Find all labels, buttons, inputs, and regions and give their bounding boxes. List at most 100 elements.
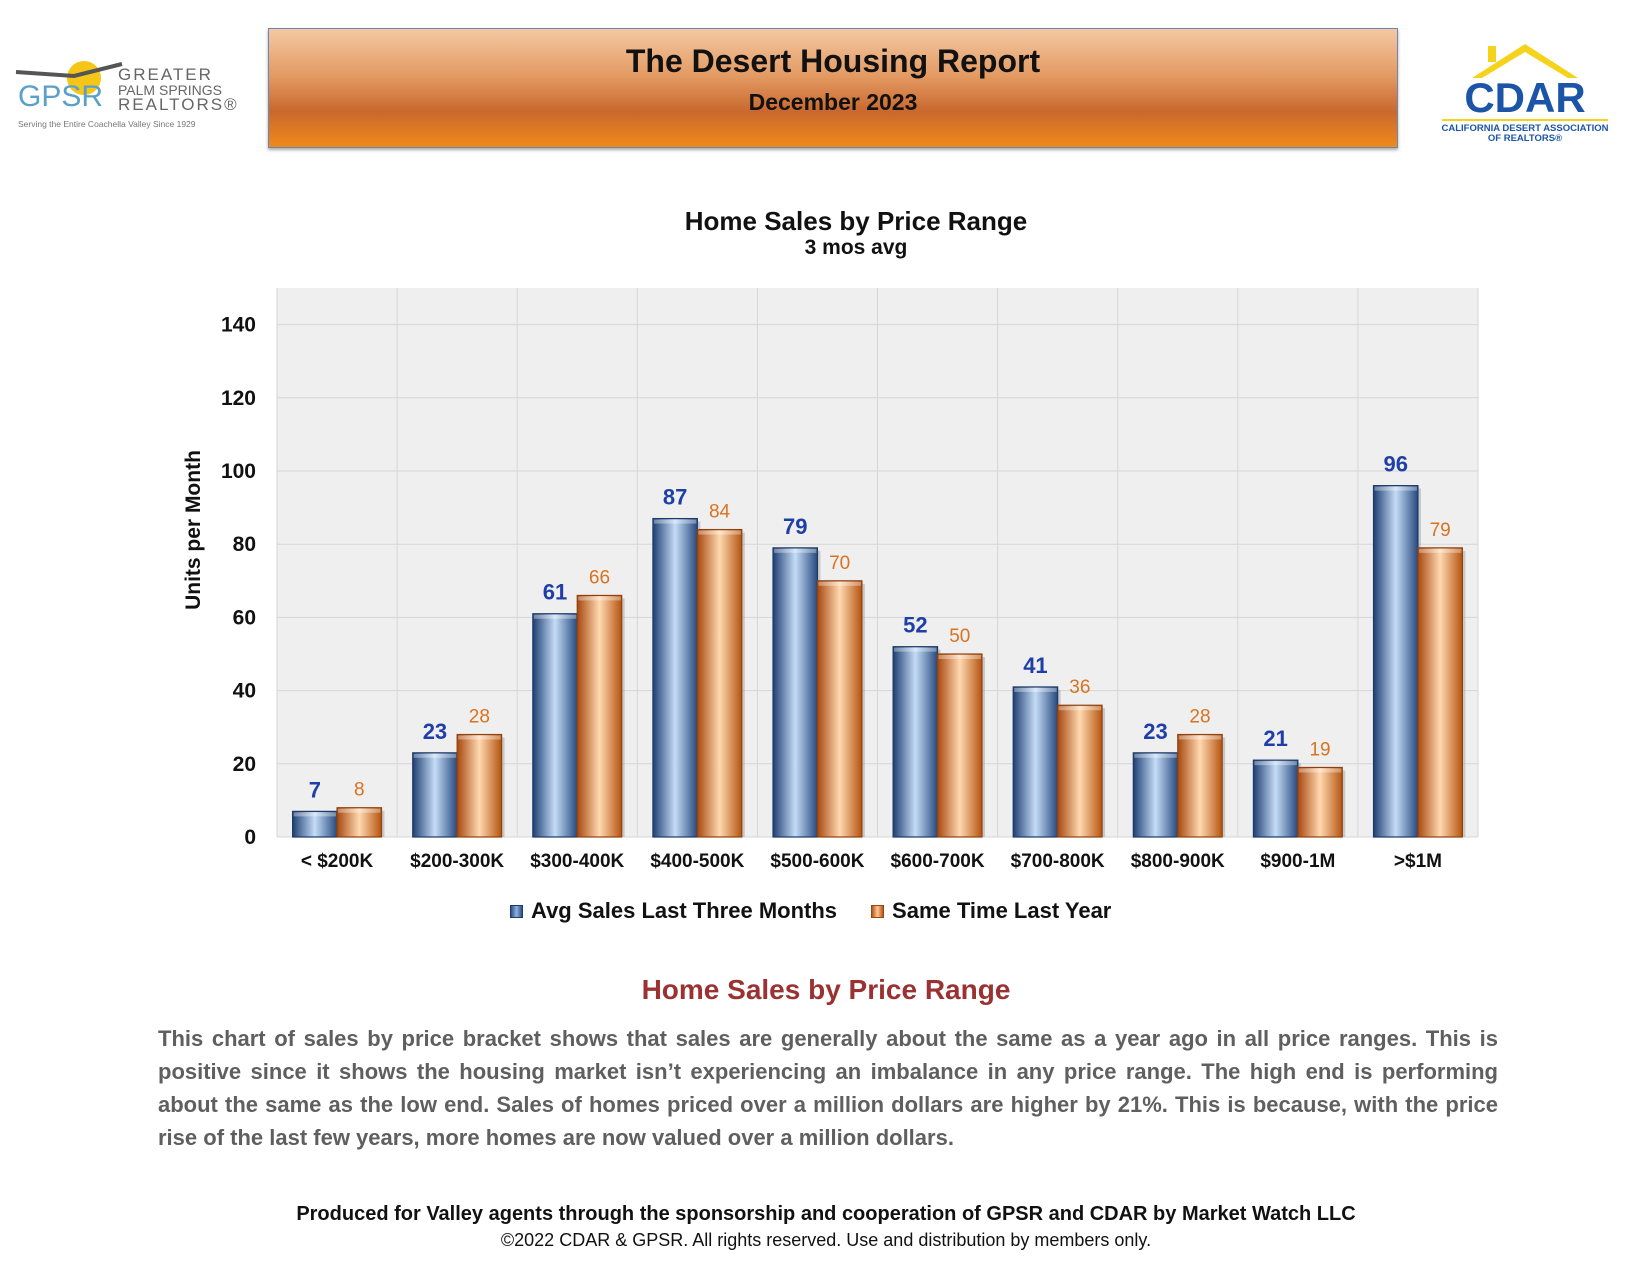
x-tick-label: $700-800K [1011, 851, 1105, 870]
data-label-avg-sales: 87 [663, 485, 687, 510]
section-heading: Home Sales by Price Range [641, 974, 1011, 1005]
y-tick-label: 60 [233, 606, 256, 629]
bar-top-highlight [1418, 548, 1462, 553]
cdar-line1: CALIFORNIA DESERT ASSOCIATION [1442, 123, 1609, 134]
bar-top-highlight [1014, 687, 1057, 692]
x-tick-label: >$1M [1394, 851, 1442, 870]
y-tick-label: 120 [221, 387, 256, 410]
footer-credit: Produced for Valley agents through the s… [296, 1203, 1356, 1225]
bar-top-highlight [1058, 706, 1102, 711]
y-tick-label: 40 [233, 680, 256, 703]
chart-subtitle: 3 mos avg [804, 236, 908, 259]
chart-legend: Avg Sales Last Three Months Same Time La… [510, 898, 1111, 924]
bar-avg-sales [1372, 485, 1419, 838]
y-tick-label: 20 [233, 753, 256, 776]
bar-top-highlight [1254, 761, 1297, 766]
cdar-abbr: CDAR [1464, 74, 1585, 121]
data-label-last-year: 8 [354, 780, 365, 801]
x-tick-label: $500-600K [770, 851, 864, 870]
bar-top-highlight [1374, 486, 1417, 491]
bar-last-year [696, 528, 743, 838]
bar-top-highlight [938, 655, 981, 659]
x-tick-label: $800-900K [1131, 851, 1225, 870]
bars: 7 8 23 28 61 66 87 84 79 70 52 50 41 36 23 28 21 19 96 79 [292, 452, 1466, 838]
legend-swatch-orange [871, 904, 885, 918]
x-tick-label: $400-500K [650, 851, 744, 870]
legend-label-avg-sales: Avg Sales Last Three Months [531, 898, 838, 923]
bar-top-highlight [293, 812, 337, 817]
bar-top-highlight [894, 647, 937, 652]
data-label-avg-sales: 23 [423, 719, 447, 744]
data-label-avg-sales: 23 [1143, 719, 1167, 744]
cdar-logo: CDAR CALIFORNIA DESERT ASSOCIATION OF RE… [1430, 40, 1620, 145]
bar-top-highlight [774, 548, 817, 553]
data-label-last-year: 70 [829, 553, 850, 574]
bar-last-year [1417, 547, 1463, 838]
gpsr-line2: PALM SPRINGS [118, 82, 222, 98]
legend-label-last-year: Same Time Last Year [892, 898, 1112, 923]
bar-last-year [456, 733, 503, 838]
gpsr-tagline: Serving the Entire Coachella Valley Sinc… [18, 119, 196, 129]
data-label-avg-sales: 21 [1263, 726, 1287, 751]
legend-item-avg-sales: Avg Sales Last Three Months [510, 898, 837, 924]
legend-item-last-year: Same Time Last Year [871, 898, 1111, 924]
gpsr-line3: REALTORS® [118, 95, 239, 114]
bar-top-highlight [413, 753, 457, 758]
x-tick-label: $300-400K [530, 851, 624, 870]
x-axis-ticks: < $200K $200-300K $300-400K $400-500K $500-6… [301, 851, 1442, 870]
data-label-avg-sales: 79 [783, 514, 807, 539]
footer-copyright: ©2022 CDAR & GPSR. All rights reserved. … [500, 1230, 1152, 1250]
data-label-last-year: 28 [1189, 707, 1210, 728]
data-label-last-year: 28 [469, 707, 490, 728]
bar-avg-sales [1132, 752, 1179, 838]
body-paragraph: This chart of sales by price bracket sho… [158, 1026, 1498, 1150]
gpsr-logo: GPSR GREATER PALM SPRINGS REALTORS® Serv… [14, 50, 244, 135]
bar-avg-sales [412, 752, 458, 838]
data-label-avg-sales: 41 [1023, 653, 1047, 678]
bar-avg-sales [652, 517, 698, 838]
report-title: The Desert Housing Report [625, 43, 1041, 79]
data-label-avg-sales: 96 [1383, 452, 1407, 477]
bar-top-highlight [1298, 768, 1342, 773]
bar-top-highlight [578, 596, 621, 601]
gpsr-line1: GREATER [118, 65, 213, 84]
y-tick-label: 140 [221, 314, 256, 337]
bar-top-highlight [1178, 735, 1222, 740]
y-tick-label: 80 [233, 533, 256, 556]
bar-top-highlight [653, 519, 697, 524]
data-label-last-year: 36 [1069, 677, 1090, 698]
bar-last-year [576, 594, 623, 838]
bar-avg-sales [1012, 686, 1059, 838]
y-axis-label: Units per Month [182, 450, 205, 610]
y-axis-ticks: 0 20 40 60 80 100 120 140 [221, 314, 256, 849]
bar-last-year [1177, 733, 1223, 838]
x-tick-label: $200-300K [410, 851, 504, 870]
bar-top-highlight [533, 614, 577, 619]
cdar-line2: OF REALTORS® [1488, 133, 1562, 144]
bar-last-year [336, 807, 383, 838]
y-tick-label: 0 [244, 826, 256, 849]
data-label-last-year: 84 [709, 502, 731, 523]
bar-top-highlight [698, 530, 741, 535]
y-tick-label: 100 [221, 460, 256, 483]
data-label-last-year: 66 [589, 567, 610, 588]
bar-top-highlight [818, 581, 861, 586]
bar-avg-sales [1252, 759, 1299, 838]
data-label-avg-sales: 7 [309, 777, 321, 802]
cdar-logo-graphic: CDAR CALIFORNIA DESERT ASSOCIATION OF RE… [1442, 44, 1609, 144]
bar-top-highlight [338, 808, 381, 813]
bar-avg-sales [532, 613, 578, 838]
data-label-avg-sales: 61 [543, 580, 567, 605]
bar-top-highlight [458, 735, 501, 740]
data-label-last-year: 50 [949, 626, 970, 647]
bar-last-year [1057, 704, 1103, 838]
report-date: December 2023 [748, 89, 918, 115]
x-tick-label: $900-1M [1260, 851, 1335, 870]
data-label-last-year: 79 [1430, 520, 1451, 541]
report-banner: The Desert Housing Report December 2023 [268, 28, 1398, 148]
bar-last-year [816, 580, 863, 838]
bar-chart: 0 20 40 60 80 100 120 140 7 8 23 28 61 66 87 84 79 70 52 5… [182, 288, 1479, 870]
data-label-avg-sales: 52 [903, 613, 927, 638]
bar-last-year [1297, 766, 1343, 838]
gpsr-logo-graphic: GPSR GREATER PALM SPRINGS REALTORS® Serv… [15, 61, 239, 129]
